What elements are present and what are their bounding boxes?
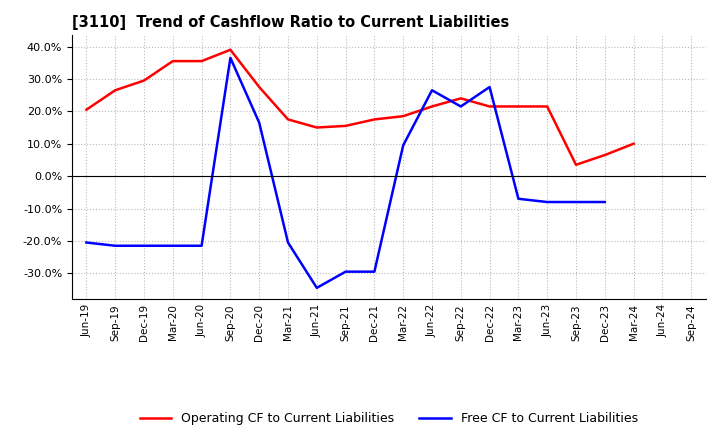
Operating CF to Current Liabilities bbox=[284, 117, 292, 122]
Free CF to Current Liabilities bbox=[370, 269, 379, 274]
Free CF to Current Liabilities bbox=[255, 120, 264, 125]
Operating CF to Current Liabilities bbox=[514, 104, 523, 109]
Free CF to Current Liabilities bbox=[140, 243, 148, 249]
Operating CF to Current Liabilities bbox=[197, 59, 206, 64]
Operating CF to Current Liabilities bbox=[140, 78, 148, 83]
Operating CF to Current Liabilities bbox=[572, 162, 580, 167]
Free CF to Current Liabilities bbox=[226, 55, 235, 61]
Free CF to Current Liabilities bbox=[82, 240, 91, 245]
Operating CF to Current Liabilities bbox=[255, 84, 264, 90]
Free CF to Current Liabilities bbox=[514, 196, 523, 202]
Free CF to Current Liabilities bbox=[485, 84, 494, 90]
Free CF to Current Liabilities bbox=[111, 243, 120, 249]
Operating CF to Current Liabilities bbox=[370, 117, 379, 122]
Free CF to Current Liabilities bbox=[543, 199, 552, 205]
Free CF to Current Liabilities bbox=[600, 199, 609, 205]
Operating CF to Current Liabilities bbox=[456, 96, 465, 101]
Free CF to Current Liabilities bbox=[168, 243, 177, 249]
Free CF to Current Liabilities bbox=[456, 104, 465, 109]
Line: Free CF to Current Liabilities: Free CF to Current Liabilities bbox=[86, 58, 605, 288]
Free CF to Current Liabilities bbox=[341, 269, 350, 274]
Operating CF to Current Liabilities bbox=[312, 125, 321, 130]
Operating CF to Current Liabilities bbox=[543, 104, 552, 109]
Operating CF to Current Liabilities bbox=[226, 47, 235, 52]
Free CF to Current Liabilities bbox=[428, 88, 436, 93]
Free CF to Current Liabilities bbox=[284, 240, 292, 245]
Operating CF to Current Liabilities bbox=[111, 88, 120, 93]
Operating CF to Current Liabilities bbox=[399, 114, 408, 119]
Free CF to Current Liabilities bbox=[197, 243, 206, 249]
Operating CF to Current Liabilities bbox=[600, 152, 609, 158]
Free CF to Current Liabilities bbox=[572, 199, 580, 205]
Free CF to Current Liabilities bbox=[312, 285, 321, 290]
Operating CF to Current Liabilities bbox=[168, 59, 177, 64]
Text: [3110]  Trend of Cashflow Ratio to Current Liabilities: [3110] Trend of Cashflow Ratio to Curren… bbox=[72, 15, 509, 30]
Operating CF to Current Liabilities bbox=[485, 104, 494, 109]
Line: Operating CF to Current Liabilities: Operating CF to Current Liabilities bbox=[86, 50, 634, 165]
Operating CF to Current Liabilities bbox=[629, 141, 638, 147]
Free CF to Current Liabilities bbox=[399, 143, 408, 148]
Operating CF to Current Liabilities bbox=[82, 107, 91, 112]
Operating CF to Current Liabilities bbox=[428, 104, 436, 109]
Operating CF to Current Liabilities bbox=[341, 123, 350, 128]
Legend: Operating CF to Current Liabilities, Free CF to Current Liabilities: Operating CF to Current Liabilities, Fre… bbox=[135, 407, 643, 430]
